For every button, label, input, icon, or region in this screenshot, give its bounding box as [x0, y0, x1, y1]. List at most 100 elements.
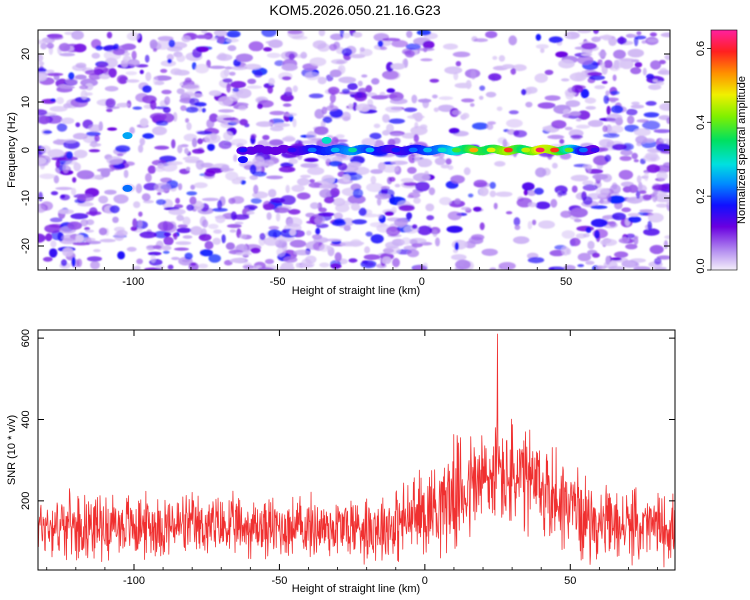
- heatmap-noise-cell: [352, 32, 363, 38]
- heatmap-noise-cell: [502, 138, 508, 148]
- heatmap-noise-cell: [191, 137, 198, 148]
- heatmap-noise-cell: [619, 58, 635, 62]
- snr-x-tick-label: 50: [564, 575, 576, 587]
- heatmap-noise-cell: [656, 171, 668, 181]
- heatmap-noise-cell: [642, 120, 661, 130]
- heatmap-noise-cell: [583, 233, 590, 238]
- heatmap-noise-cell: [382, 114, 390, 123]
- heatmap-noise-cell: [377, 213, 384, 219]
- heatmap-noise-cell: [485, 30, 498, 39]
- heatmap-noise-cell: [227, 119, 244, 125]
- heatmap-noise-cell: [94, 134, 100, 142]
- heatmap-noise-cell: [48, 34, 64, 40]
- heatmap-noise-cell: [619, 59, 634, 70]
- heatmap-noise-cell: [663, 240, 669, 249]
- heatmap-noise-cell: [319, 244, 329, 252]
- heatmap-noise-cell: [377, 40, 384, 48]
- heatmap-noise-cell: [99, 238, 116, 243]
- heatmap-noise-cell: [643, 112, 660, 118]
- heatmap-noise-cell: [46, 42, 54, 49]
- heatmap-noise-cell: [86, 256, 103, 262]
- heatmap-noise-cell: [147, 165, 156, 174]
- heatmap-noise-cell: [314, 126, 329, 135]
- heatmap-noise-cell: [75, 62, 87, 69]
- heatmap-noise-cell: [361, 137, 376, 147]
- heatmap-noise-cell: [274, 207, 290, 214]
- heatmap-noise-cell: [161, 89, 172, 95]
- heatmap-noise-cell: [350, 203, 361, 211]
- heatmap-noise-cell: [266, 52, 281, 59]
- heatmap-noise-cell: [552, 162, 558, 169]
- heatmap-noise-cell: [226, 30, 241, 38]
- heatmap-noise-cell: [91, 52, 101, 59]
- heatmap-noise-cell: [413, 134, 419, 143]
- heatmap-noise-cell: [418, 158, 433, 168]
- heatmap-noise-cell: [42, 256, 53, 262]
- heatmap-noise-cell: [319, 262, 330, 268]
- heatmap-noise-cell: [594, 85, 606, 90]
- heatmap-noise-cell: [341, 48, 353, 57]
- heatmap-noise-cell: [627, 48, 644, 58]
- heatmap-noise-cell: [194, 34, 212, 39]
- heatmap-noise-cell: [547, 134, 565, 140]
- heatmap-noise-cell: [107, 127, 118, 131]
- heatmap-noise-cell: [287, 30, 305, 39]
- heatmap-noise-cell: [204, 170, 216, 177]
- heatmap-noise-cell: [403, 182, 418, 187]
- heatmap-noise-cell: [638, 181, 643, 192]
- heatmap-noise-cell: [300, 140, 317, 145]
- heatmap-noise-cell: [481, 248, 498, 256]
- heatmap-noise-cell: [150, 254, 156, 263]
- heatmap-noise-cell: [570, 174, 589, 182]
- heatmap-noise-cell: [599, 62, 606, 68]
- heatmap-noise-cell: [201, 30, 208, 34]
- heatmap-noise-cell: [385, 106, 403, 113]
- heatmap-noise-cell: [417, 225, 433, 236]
- heatmap-noise-cell: [582, 196, 593, 205]
- heatmap-noise-cell: [621, 207, 632, 213]
- heatmap-noise-cell: [88, 124, 103, 132]
- heatmap-noise-cell: [652, 79, 658, 83]
- heatmap-noise-cell: [77, 193, 94, 202]
- heatmap-noise-cell: [300, 163, 318, 168]
- heatmap-noise-cell: [420, 58, 433, 62]
- heatmap-noise-cell: [488, 73, 502, 81]
- heatmap-noise-cell: [472, 122, 489, 130]
- heatmap-noise-cell: [172, 233, 177, 238]
- heatmap-noise-cell: [76, 170, 95, 180]
- heatmap-noise-cell: [608, 266, 625, 270]
- heatmap-noise-cell: [607, 195, 625, 204]
- heatmap-noise-cell: [388, 176, 396, 182]
- heatmap-noise-cell: [534, 73, 548, 83]
- heatmap-noise-cell: [628, 216, 642, 223]
- heatmap-noise-cell: [160, 68, 168, 73]
- heatmap-noise-cell: [266, 212, 272, 221]
- heatmap-noise-cell: [321, 174, 336, 185]
- heatmap-noise-cell: [655, 143, 670, 152]
- heatmap-noise-cell: [47, 149, 65, 159]
- heatmap-noise-cell: [603, 94, 610, 104]
- heatmap-noise-cell: [108, 68, 117, 78]
- heatmap-noise-cell: [359, 47, 365, 52]
- heatmap-noise-cell: [347, 82, 358, 91]
- heatmap-noise-cell: [262, 159, 275, 167]
- heatmap-noise-cell: [139, 137, 146, 146]
- heatmap-noise-cell: [327, 86, 340, 95]
- heatmap-noise-cell: [381, 256, 392, 265]
- snr-series-line: [38, 333, 675, 568]
- heatmap-noise-cell: [38, 191, 43, 202]
- heatmap-noise-cell: [562, 108, 571, 115]
- heatmap-noise-cell: [631, 152, 638, 160]
- heatmap-noise-cell: [39, 173, 56, 180]
- heatmap-noise-cell: [391, 206, 397, 214]
- heatmap-noise-cell: [590, 218, 608, 228]
- heatmap-noise-cell: [61, 234, 78, 242]
- heatmap-noise-cell: [637, 211, 649, 216]
- heatmap-noise-cell: [452, 51, 471, 58]
- heatmap-noise-cell: [606, 113, 623, 123]
- heatmap-noise-cell: [370, 175, 377, 185]
- heatmap-noise-cell: [506, 118, 523, 128]
- heatmap-noise-cell: [308, 182, 323, 188]
- heatmap-noise-cell: [297, 177, 310, 186]
- heatmap-noise-cell: [269, 139, 284, 146]
